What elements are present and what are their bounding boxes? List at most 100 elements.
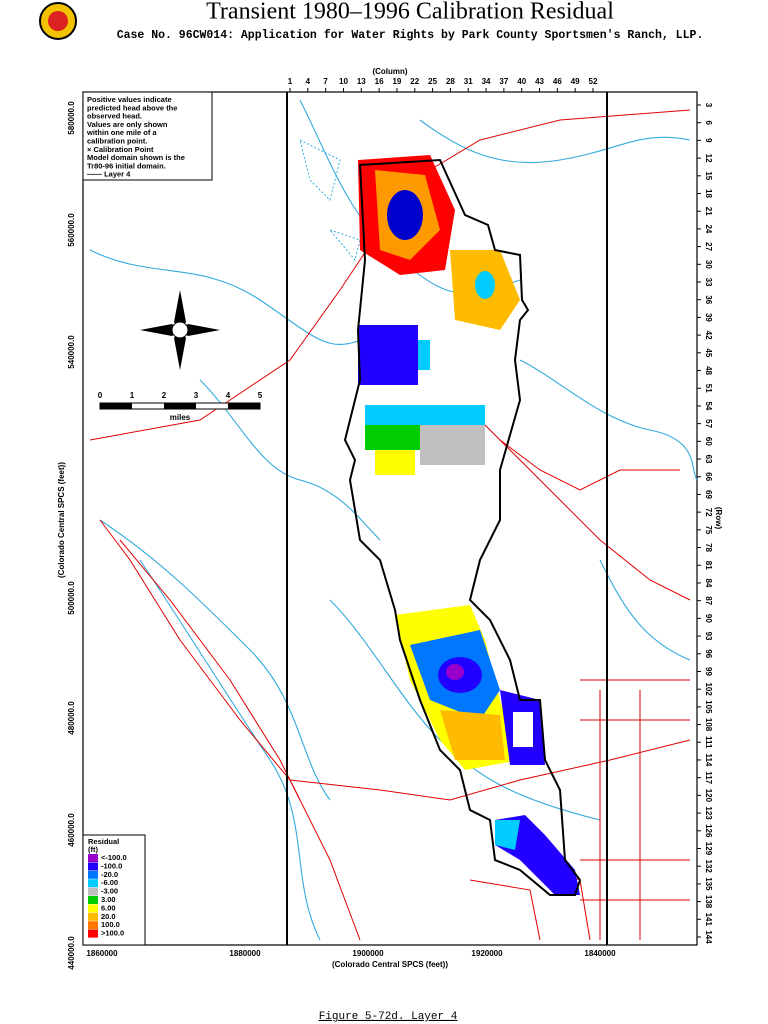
scale-unit: miles — [170, 413, 191, 422]
row-tick-label: 81 — [704, 561, 713, 570]
column-tick-label: 16 — [375, 77, 384, 86]
road — [289, 739, 691, 801]
row-tick-label: 66 — [704, 472, 713, 481]
x-tick-label: 1840000 — [584, 949, 616, 958]
note-line: Values are only shown — [87, 120, 168, 129]
scale-tick-label: 4 — [226, 391, 231, 400]
column-tick-label: 37 — [499, 77, 508, 86]
legend-swatch — [88, 854, 98, 862]
scale-tick-label: 0 — [98, 391, 103, 400]
row-tick-label: 123 — [704, 806, 713, 820]
row-tick-label: 36 — [704, 295, 713, 304]
residual-patches — [358, 155, 580, 895]
scale-tick-label: 2 — [162, 391, 167, 400]
column-tick-label: 43 — [535, 77, 544, 86]
legend-swatch — [88, 879, 98, 888]
row-tick-label: 6 — [704, 120, 713, 125]
row-tick-label: 96 — [704, 649, 713, 658]
legend-swatch — [88, 921, 98, 930]
y-tick-label: 560000.0 — [67, 213, 76, 247]
row-tick-label: 72 — [704, 508, 713, 517]
row-tick-label: 135 — [704, 877, 713, 891]
road — [99, 519, 361, 941]
note-line: calibration point. — [87, 136, 147, 145]
row-tick-label: 63 — [704, 455, 713, 464]
patch — [358, 325, 418, 385]
column-tick-label: 25 — [428, 77, 437, 86]
column-tick-label: 28 — [446, 77, 455, 86]
note-line: Tr80-96 initial domain. — [87, 161, 166, 170]
row-label: (Row) — [714, 507, 723, 530]
x-tick-label: 1900000 — [352, 949, 384, 958]
patch — [440, 710, 505, 760]
scale-bar-segment — [228, 403, 260, 409]
note-line: —— Layer 4 — [87, 170, 131, 179]
legend-label: -3.00 — [101, 887, 118, 896]
stream — [419, 119, 691, 164]
legend-swatch — [88, 862, 98, 871]
row-tick-label: 45 — [704, 348, 713, 357]
stream — [519, 359, 698, 481]
column-tick-label: 46 — [553, 77, 562, 86]
row-tick-label: 9 — [704, 138, 713, 143]
road — [479, 419, 691, 601]
row-tick-label: 30 — [704, 260, 713, 269]
y-tick-label: 460000.0 — [67, 813, 76, 847]
column-tick-label: 4 — [306, 77, 311, 86]
row-tick-label: 129 — [704, 842, 713, 856]
legend-swatch — [88, 929, 98, 938]
patch — [365, 425, 420, 450]
row-tick-label: 105 — [704, 700, 713, 714]
y-tick-label: 440000.0 — [67, 936, 76, 970]
row-tick-label: 75 — [704, 525, 713, 534]
row-tick-label: 138 — [704, 895, 713, 909]
row-tick-label: 114 — [704, 754, 713, 767]
patch — [475, 271, 495, 299]
row-tick-label: 108 — [704, 718, 713, 732]
legend-label: -100.0 — [101, 861, 122, 870]
note-line: within one mile of a — [86, 128, 157, 137]
column-tick-label: 52 — [589, 77, 598, 86]
legend-swatch — [88, 896, 98, 904]
row-tick-label: 48 — [704, 366, 713, 375]
row-tick-label: 18 — [704, 189, 713, 198]
note-line: Positive values indicate — [87, 95, 172, 104]
note-line: Model domain shown is the — [87, 153, 185, 162]
title: Transient 1980–1996 Calibration Residual — [206, 0, 614, 25]
legend-label: 100.0 — [101, 920, 120, 929]
model-domain — [343, 158, 582, 896]
row-tick-label: 12 — [704, 154, 713, 163]
row-tick-label: 132 — [704, 860, 713, 874]
column-tick-label: 22 — [410, 77, 419, 86]
column-tick-label: 31 — [464, 77, 473, 86]
row-tick-label: 15 — [704, 171, 713, 180]
row-tick-label: 144 — [704, 930, 713, 944]
x-axis-label: (Colorado Central SPCS (feet)) — [332, 960, 448, 969]
row-tick-label: 57 — [704, 419, 713, 428]
legend-title: Residual — [88, 837, 119, 846]
row-tick-label: 27 — [704, 242, 713, 251]
legend-label: <-100.0 — [101, 853, 127, 862]
row-tick-label: 42 — [704, 331, 713, 340]
legend-swatch — [88, 912, 98, 921]
logo-apple — [48, 11, 68, 31]
reservoir — [299, 139, 361, 262]
row-tick-label: 126 — [704, 824, 713, 838]
row-tick-label: 117 — [704, 771, 713, 784]
row-tick-label: 24 — [704, 224, 713, 233]
row-tick-label: 99 — [704, 667, 713, 676]
column-tick-label: 10 — [339, 77, 348, 86]
row-tick-label: 84 — [704, 579, 713, 588]
road — [499, 439, 680, 491]
row-tick-label: 39 — [704, 313, 713, 322]
legend-label: 20.0 — [101, 912, 116, 921]
scale-bar-segment — [100, 403, 132, 409]
row-tick-label: 69 — [704, 490, 713, 499]
column-tick-label: 19 — [392, 77, 401, 86]
x-tick-label: 1880000 — [229, 949, 261, 958]
compass-center — [171, 321, 189, 339]
y-tick-label: 500000.0 — [67, 581, 76, 615]
column-tick-label: 49 — [571, 77, 580, 86]
stream — [99, 519, 331, 801]
